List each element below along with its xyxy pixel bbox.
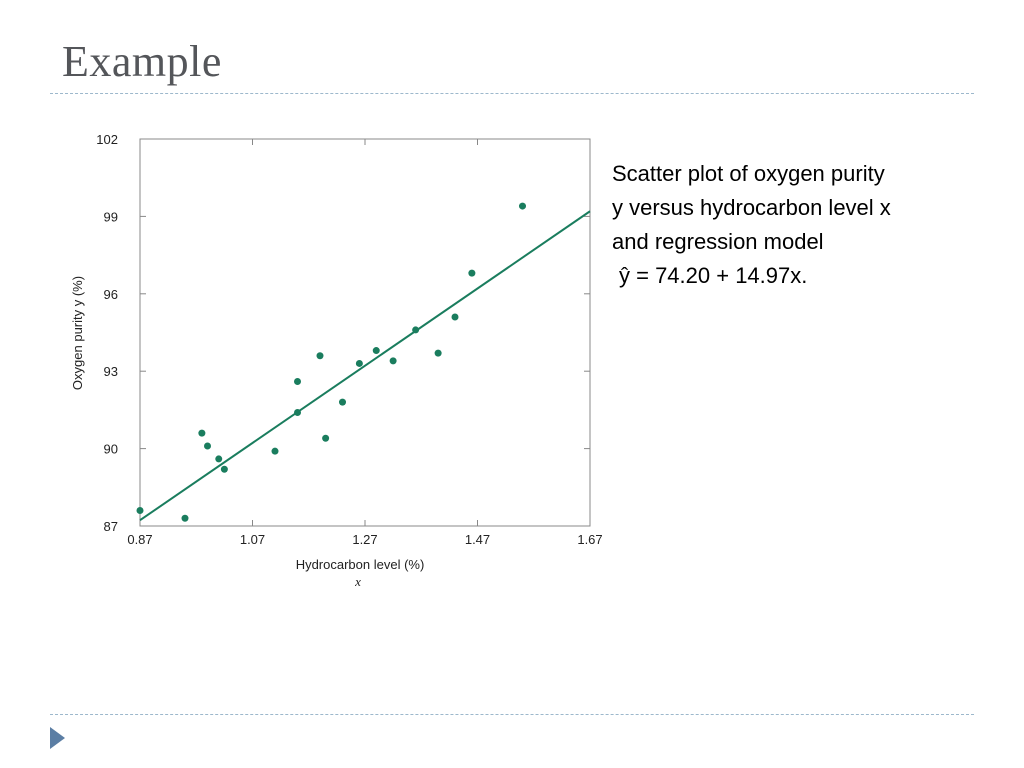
caption-line-1: Scatter plot of oxygen purity — [612, 161, 885, 186]
x-tick-label: 1.07 — [240, 532, 265, 547]
data-point — [271, 447, 279, 455]
x-axis-symbol: x — [354, 574, 361, 589]
footer-divider — [50, 714, 974, 715]
x-tick-label: 1.47 — [465, 532, 490, 547]
y-tick-label: 99 — [104, 209, 118, 224]
data-point — [136, 507, 144, 515]
data-point — [294, 378, 301, 386]
data-point — [220, 465, 228, 473]
x-tick-label: 0.87 — [127, 532, 152, 547]
data-point — [434, 349, 442, 357]
data-point — [389, 357, 397, 365]
data-point — [412, 326, 420, 334]
y-tick-label: 90 — [104, 442, 118, 457]
chart-caption: Scatter plot of oxygen purity y versus h… — [612, 157, 1012, 293]
data-point — [181, 514, 189, 522]
data-point — [215, 455, 223, 463]
data-point — [204, 442, 211, 450]
data-point — [322, 434, 330, 442]
data-point — [372, 347, 380, 355]
plot-frame — [139, 138, 591, 527]
data-point — [355, 359, 363, 367]
data-point — [339, 398, 346, 406]
regression-line — [139, 210, 591, 522]
y-tick-label: 93 — [104, 364, 118, 379]
caption-line-3: and regression model — [612, 229, 824, 254]
triangle-right-icon[interactable] — [50, 727, 65, 749]
y-tick-label: 87 — [104, 519, 118, 534]
x-axis-label: Hydrocarbon level (%) — [296, 557, 425, 572]
regression-equation: ŷ = 74.20 + 14.97x. — [619, 263, 808, 288]
y-tick-label: 102 — [96, 132, 118, 147]
slide-title: Example — [62, 37, 222, 86]
title-divider — [50, 93, 974, 94]
x-tick-label: 1.27 — [352, 532, 377, 547]
data-point — [468, 269, 476, 277]
data-point — [451, 313, 459, 321]
data-point — [519, 202, 526, 210]
caption-line-2: y versus hydrocarbon level x — [612, 195, 891, 220]
y-axis-label: Oxygen purity y (%) — [70, 276, 85, 390]
y-tick-label: 96 — [104, 287, 118, 302]
x-tick-label: 1.67 — [577, 532, 602, 547]
scatter-chart: 87 90 93 96 99 102 0.87 1.07 1.27 1.47 1.67 Oxygen… — [70, 132, 603, 589]
data-point — [198, 429, 206, 437]
data-point — [294, 408, 301, 416]
data-point — [316, 352, 324, 360]
